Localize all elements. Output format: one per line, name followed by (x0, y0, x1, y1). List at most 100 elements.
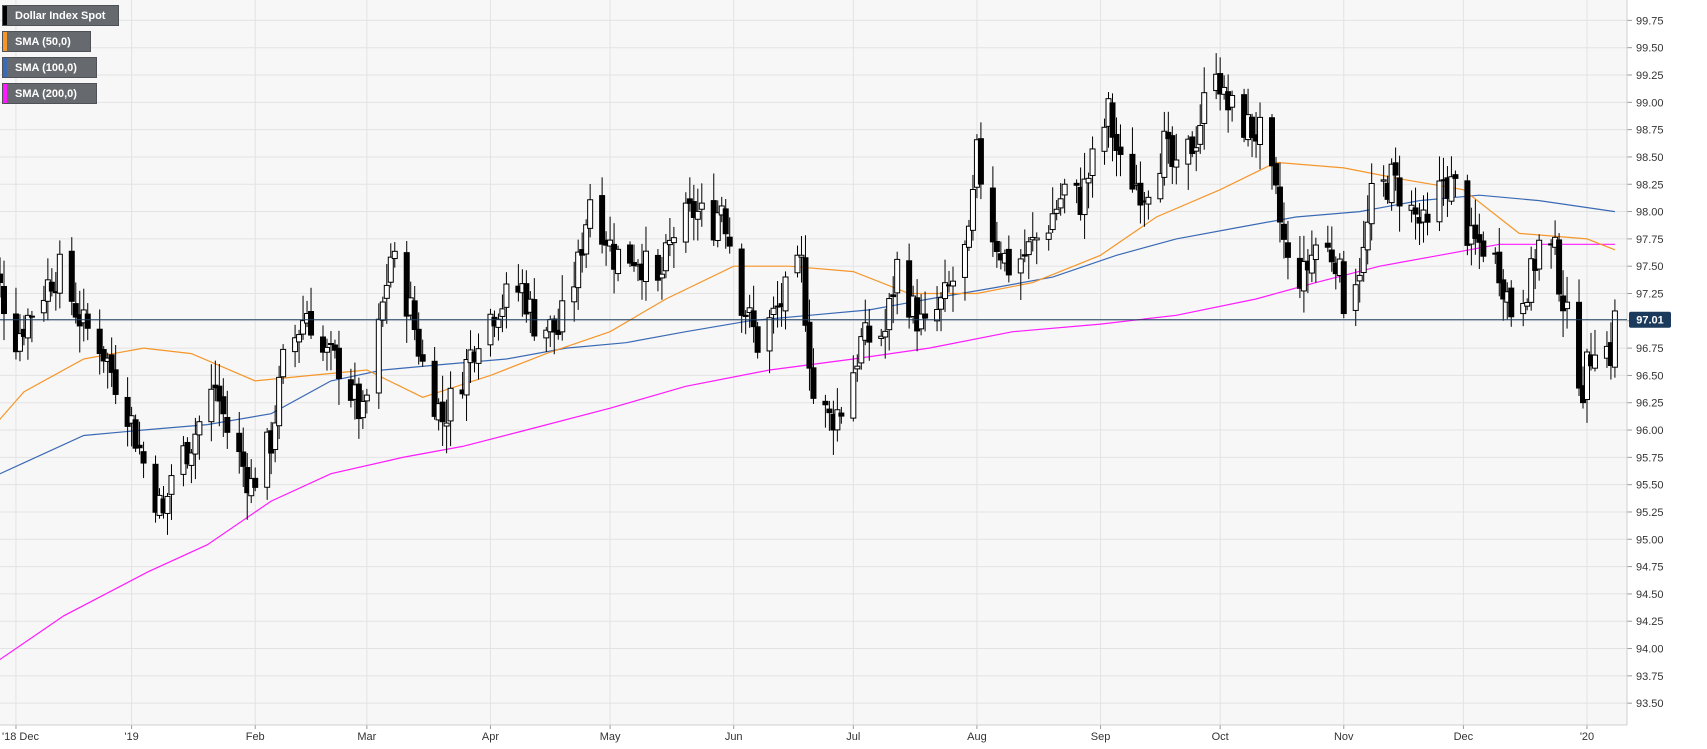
x-tick-label: '20 (1580, 731, 1594, 743)
candle-body (782, 276, 789, 312)
y-tick-label: 98.25 (1636, 179, 1664, 191)
candle-body (216, 385, 223, 402)
candle-body (1520, 302, 1527, 315)
candle-body (890, 294, 897, 298)
legend-sma200[interactable]: SMA (200,0) (2, 83, 97, 104)
candle-body (1145, 196, 1152, 205)
candle-body (615, 248, 622, 275)
candle-body (754, 326, 761, 353)
candle-body (934, 309, 941, 322)
y-tick-label: 94.00 (1636, 644, 1664, 656)
candle-body (28, 315, 35, 318)
candle-body (124, 396, 131, 427)
candle-body (1113, 133, 1120, 152)
candle-body (918, 313, 925, 330)
candle-body (196, 421, 203, 436)
candle-body (192, 433, 199, 455)
candle-body (236, 432, 243, 453)
legend-sma100[interactable]: SMA (100,0) (2, 57, 97, 78)
candle-body (168, 475, 175, 495)
candle-body (1081, 178, 1088, 216)
candle-body (1137, 182, 1144, 206)
candle-body (1117, 146, 1124, 155)
candle-body (1536, 239, 1543, 270)
candle-body (411, 300, 418, 331)
y-tick-label: 94.25 (1636, 616, 1664, 628)
candle-body (822, 400, 829, 406)
legend-main[interactable]: Dollar Index Spot (2, 5, 119, 26)
candle-body (1584, 351, 1590, 401)
candle-body (722, 208, 729, 235)
candle-body (1161, 130, 1168, 178)
candle-body (439, 401, 446, 423)
y-tick-label: 97.25 (1636, 288, 1664, 300)
candle-body (419, 354, 426, 362)
candle-body (1, 285, 7, 315)
candle-body (391, 250, 398, 260)
candle-body (607, 239, 614, 247)
legend-sma50[interactable]: SMA (50,0) (2, 31, 91, 52)
candle-body (1101, 126, 1108, 152)
candle-body (96, 328, 103, 355)
candle-body (292, 337, 299, 353)
candle-body (1436, 180, 1443, 223)
candle-body (264, 431, 271, 488)
candle-body (108, 354, 115, 373)
candle-body (1217, 73, 1224, 95)
candle-body (802, 257, 809, 326)
candle-body (1364, 221, 1371, 251)
candle-body (1057, 198, 1064, 209)
candle-body (906, 260, 913, 318)
legend-swatch-sma200 (3, 84, 7, 103)
candle-body (766, 317, 773, 352)
candle-body (335, 347, 342, 379)
candle-body (1049, 213, 1056, 231)
candle-body (1257, 116, 1264, 145)
candle-body (300, 320, 307, 335)
sma50-line (0, 161, 1616, 421)
candle-body (1576, 301, 1583, 389)
candle-body (1268, 117, 1275, 167)
candle-body (894, 258, 901, 294)
candle-body (359, 400, 366, 419)
x-tick-label: Apr (482, 731, 499, 743)
candle-body (1328, 249, 1335, 263)
candle-body (1368, 182, 1375, 225)
candle-body (1280, 223, 1287, 240)
candle-body (555, 329, 562, 335)
candle-body (738, 248, 745, 316)
candle-body (1324, 242, 1331, 248)
candle-body (690, 201, 697, 218)
candle-body (750, 310, 757, 328)
candle-body (188, 452, 195, 466)
candle-body (798, 254, 805, 258)
candle-body (1556, 239, 1563, 295)
x-tick-label: Sep (1091, 731, 1111, 743)
candle-body (1169, 135, 1176, 167)
candle-body (806, 321, 813, 369)
candle-body (922, 313, 929, 319)
candle-body (1005, 248, 1012, 276)
candle-body (276, 376, 283, 427)
candle-body (551, 318, 558, 333)
candle-body (1061, 183, 1068, 196)
y-tick-label: 99.00 (1636, 97, 1664, 109)
candle-body (475, 348, 482, 364)
candle-body (1033, 237, 1040, 241)
candle-body (1352, 284, 1359, 311)
legend-label-sma200: SMA (200,0) (15, 87, 77, 100)
candle-body (1053, 208, 1060, 214)
candle-body (642, 250, 649, 283)
candle-body (627, 244, 634, 264)
candle-body (942, 282, 949, 300)
candle-body (164, 495, 171, 514)
candle-body (854, 365, 861, 370)
candle-body (993, 240, 1000, 253)
candle-body (56, 253, 63, 294)
candle-body (1464, 180, 1471, 246)
candle-body (977, 138, 984, 185)
candle-body (220, 396, 227, 415)
candle-body (559, 300, 566, 333)
candle-body (112, 369, 119, 395)
